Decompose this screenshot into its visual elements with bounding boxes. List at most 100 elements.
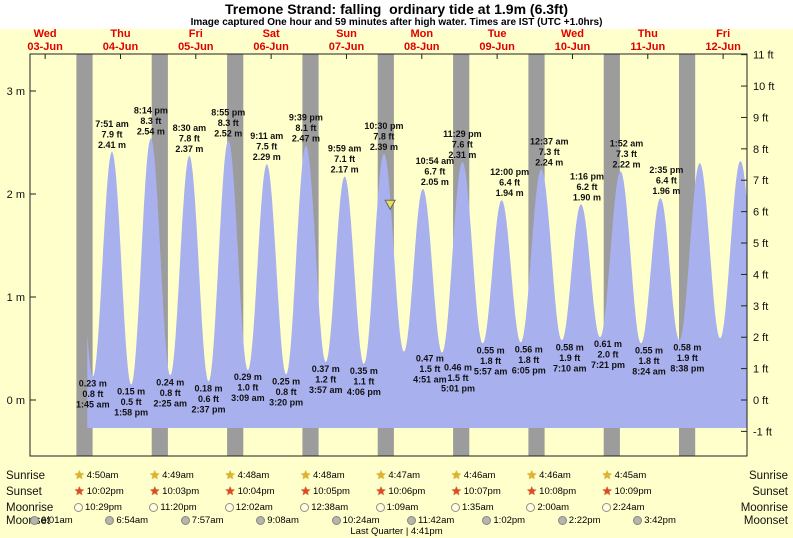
sunset-time: 10:02pm <box>86 486 124 497</box>
moonset-entry: 2:22pm <box>557 515 600 526</box>
tide-high-label: 6.2 ft <box>576 182 597 192</box>
tide-low-label: 7:10 am <box>553 363 587 373</box>
sunrise-entry: ★ 4:46am <box>451 468 496 482</box>
moonrise-entry: 11:20pm <box>149 502 197 513</box>
tide-low-label: 1.8 ft <box>518 355 539 365</box>
tide-low-label: 0.46 m <box>444 363 472 373</box>
day-label: Thu <box>110 28 130 40</box>
tide-low-label: 0.24 m <box>156 377 184 387</box>
day-date-label: 06-Jun <box>253 41 289 53</box>
sunrise-entry: ★ 4:48am <box>225 469 269 481</box>
sunset-time: 10:06pm <box>388 486 426 497</box>
sunset-time: 10:09pm <box>614 486 652 497</box>
tide-low-label: 4:51 am <box>413 375 447 385</box>
tide-low-label: 0.6 ft <box>198 394 219 404</box>
tide-low-label: 2.0 ft <box>598 350 619 360</box>
y-axis-label-ft: 2 ft <box>753 332 768 344</box>
sunrise-time: 4:50am <box>86 470 119 481</box>
tide-high-label: 7.5 ft <box>256 142 277 152</box>
moonset-row-label-right: Moonset <box>743 515 788 527</box>
tide-low-label: 1.9 ft <box>559 353 580 363</box>
tide-high-label: 12:00 pm <box>490 167 529 177</box>
day-date-label: 10-Jun <box>555 41 591 53</box>
y-axis-label-ft: 4 ft <box>753 269 768 281</box>
sunrise-time: 4:48am <box>312 470 345 481</box>
tide-high-label: 6.4 ft <box>656 176 677 186</box>
tide-low-label: 8:24 am <box>632 366 666 376</box>
tide-low-label: 0.15 m <box>117 387 145 397</box>
tide-chart: 3 m 2 m 1 m 0 m 11 ft 10 ft 9 ft 8 ft 7 ft 6 ft 5 … <box>7 28 774 457</box>
tide-high-label: 2.41 m <box>98 140 126 150</box>
moonrise-entry: 10:29pm <box>74 502 122 513</box>
sunset-entry: ★ 10:07pm <box>451 485 501 497</box>
day-date-label: 11-Jun <box>630 41 665 53</box>
moonrise-icon <box>224 503 234 512</box>
sunrise-entry: ★ 4:48am <box>300 469 345 481</box>
tide-high-label: 12:37 am <box>530 136 569 146</box>
moonset-icon <box>331 516 341 525</box>
moonset-entry: 7:57am <box>180 515 223 526</box>
tide-low-label: 0.25 m <box>272 376 300 386</box>
day-date-label: 03-Jun <box>27 41 63 53</box>
sunset-entry: ★ 10:02pm <box>74 485 124 497</box>
y-axis-label-ft: 1 ft <box>753 364 768 376</box>
tide-high-label: 8:30 am <box>173 123 207 133</box>
moonset-entry: 6:54am <box>105 515 148 526</box>
sunset-icon: ★ <box>149 484 161 498</box>
tide-high-label: 6.7 ft <box>424 166 445 176</box>
day-date-label: 08-Jun <box>404 41 440 53</box>
tide-high-label: 2.37 m <box>175 144 203 154</box>
tide-low-label: 3:20 pm <box>269 397 303 407</box>
sunset-icon: ★ <box>224 484 236 498</box>
day-label: Thu <box>638 28 658 40</box>
sunrise-entry: ★ 4:49am <box>149 469 194 481</box>
sunset-time: 10:03pm <box>162 486 200 497</box>
sunset-time: 10:04pm <box>237 486 275 497</box>
day-label: Wed <box>34 28 57 40</box>
tide-low-label: 4:06 pm <box>347 387 381 397</box>
tide-low-label: 0.8 ft <box>276 387 297 397</box>
tide-high-label: 2.39 m <box>370 142 398 152</box>
sunrise-icon: ★ <box>451 468 462 482</box>
moonrise-row-label-left: Moonrise <box>6 502 54 514</box>
sunrise-icon: ★ <box>526 468 538 482</box>
day-date-label: 04-Jun <box>103 41 139 53</box>
tide-low-label: 1:45 am <box>76 399 110 409</box>
sunset-entry: ★ 10:08pm <box>526 485 576 497</box>
moonrise-icon <box>375 503 385 512</box>
tide-high-label: 9:59 am <box>328 143 362 153</box>
moonset-time: 6:54am <box>116 515 149 526</box>
sunrise-entry: ★ 4:50am <box>74 469 119 481</box>
tide-low-label: 1.1 ft <box>353 376 374 386</box>
day-date-label: 12-Jun <box>705 41 741 53</box>
tide-low-label: 1.5 ft <box>448 373 469 383</box>
astro-row-moonset: Moonset Moonset 6:01am 6:54am 7:57am 9:08am 10… <box>0 515 793 528</box>
sunrise-time: 4:49am <box>162 470 194 481</box>
sunset-row-label-left: Sunset <box>6 486 42 498</box>
sunset-row-label-right: Sunset <box>752 486 788 498</box>
day-label: Sat <box>263 28 280 40</box>
tide-low-label: 0.55 m <box>635 345 663 355</box>
tide-high-label: 7.3 ft <box>616 149 637 159</box>
day-date-label: 05-Jun <box>178 41 214 53</box>
sunrise-time: 4:46am <box>463 470 496 481</box>
tide-high-label: 2.22 m <box>612 159 640 169</box>
sunrise-time: 4:47am <box>388 470 421 481</box>
tide-low-label: 0.8 ft <box>160 388 181 398</box>
tide-high-label: 9:11 am <box>250 131 283 141</box>
tide-high-label: 9:39 pm <box>289 113 323 123</box>
y-axis-label-ft: -1 ft <box>753 426 772 438</box>
moon-phase-note: Last Quarter | 4:41pm <box>350 526 443 537</box>
tide-low-label: 5:57 am <box>474 366 508 376</box>
moonrise-time: 2:24am <box>612 502 645 513</box>
moonset-icon <box>407 516 416 525</box>
moonset-time: 3:42pm <box>644 515 676 526</box>
moonrise-icon <box>74 503 83 512</box>
tide-high-label: 2.47 m <box>292 134 320 144</box>
moonset-entry: 3:42pm <box>633 515 676 526</box>
tide-high-label: 8.3 ft <box>140 116 161 126</box>
sunset-entry: ★ 10:05pm <box>300 485 350 497</box>
moonrise-icon <box>526 503 536 512</box>
sunset-time: 10:05pm <box>312 486 350 497</box>
